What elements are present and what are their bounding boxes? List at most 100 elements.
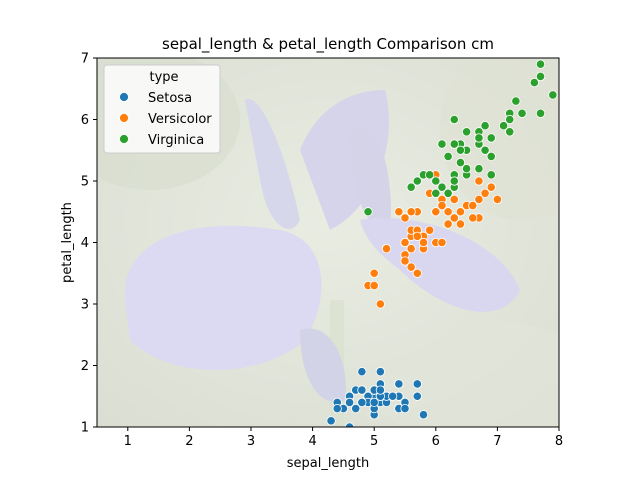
data-point-setosa	[388, 391, 398, 401]
data-point-versicolor	[492, 194, 502, 205]
data-point-virginica	[443, 188, 453, 198]
data-point-versicolor	[394, 207, 404, 217]
data-point-virginica	[535, 71, 546, 82]
data-point-setosa	[357, 385, 367, 395]
data-point-setosa	[375, 367, 385, 377]
data-point-virginica	[461, 164, 472, 174]
data-point-setosa	[412, 379, 422, 389]
data-point-virginica	[486, 170, 496, 180]
data-point-virginica	[431, 176, 441, 186]
x-tick-label: 4	[308, 434, 316, 449]
data-point-versicolor	[400, 256, 410, 266]
data-point-versicolor	[406, 262, 416, 272]
legend-label-virginica: Virginica	[148, 133, 204, 148]
y-tick-label: 4	[81, 236, 89, 251]
data-point-versicolor	[480, 188, 490, 198]
data-point-versicolor	[474, 194, 484, 205]
data-point-setosa	[375, 385, 385, 395]
data-point-virginica	[480, 145, 490, 155]
y-tick-label: 5	[81, 175, 89, 190]
data-point-versicolor	[437, 237, 447, 248]
data-point-virginica	[480, 121, 490, 131]
data-point-setosa	[344, 397, 355, 407]
data-point-setosa	[332, 403, 342, 414]
x-axis-label: sepal_length	[287, 456, 370, 471]
data-point-versicolor	[425, 225, 435, 235]
legend-title: type	[149, 70, 178, 85]
data-point-setosa	[357, 397, 367, 407]
data-point-versicolor	[474, 176, 484, 186]
chart-title: sepal_length & petal_length Comparison c…	[162, 35, 494, 54]
data-point-setosa	[326, 416, 336, 426]
y-tick-label: 1	[81, 421, 89, 436]
data-point-virginica	[455, 145, 466, 155]
data-point-virginica	[505, 127, 515, 137]
data-point-versicolor	[406, 207, 416, 217]
data-point-virginica	[474, 133, 484, 143]
data-point-virginica	[449, 176, 459, 186]
x-tick-label: 3	[247, 434, 255, 449]
y-tick-label: 6	[81, 113, 89, 128]
data-point-virginica	[455, 157, 466, 168]
data-point-virginica	[535, 59, 546, 69]
data-point-versicolor	[369, 280, 379, 291]
data-point-setosa	[357, 367, 367, 377]
legend-label-setosa: Setosa	[148, 91, 192, 106]
data-point-virginica	[511, 96, 521, 106]
data-point-setosa	[351, 403, 361, 414]
data-point-virginica	[431, 188, 441, 198]
data-point-versicolor	[400, 213, 410, 223]
data-point-versicolor	[400, 237, 410, 248]
data-point-versicolor	[443, 219, 453, 229]
data-point-virginica	[461, 127, 472, 137]
data-point-versicolor	[449, 194, 459, 205]
data-point-setosa	[400, 403, 410, 414]
legend-marker-setosa	[119, 92, 129, 102]
data-point-versicolor	[443, 207, 453, 217]
data-point-virginica	[412, 176, 422, 186]
data-point-versicolor	[412, 231, 422, 241]
x-tick-label: 6	[432, 434, 440, 449]
data-point-virginica	[437, 182, 447, 192]
data-point-virginica	[535, 108, 546, 118]
data-point-virginica	[474, 164, 484, 174]
x-tick-label: 2	[185, 434, 193, 449]
data-point-versicolor	[468, 213, 478, 223]
legend-marker-virginica	[119, 134, 129, 144]
data-point-virginica	[486, 133, 496, 143]
data-point-versicolor	[437, 201, 447, 211]
data-point-versicolor	[455, 207, 466, 217]
data-point-virginica	[363, 207, 373, 217]
data-point-versicolor	[418, 237, 429, 248]
data-point-virginica	[486, 151, 496, 161]
legend-marker-versicolor	[119, 113, 129, 123]
data-point-versicolor	[412, 268, 422, 278]
data-point-virginica	[498, 121, 509, 131]
data-point-versicolor	[449, 213, 459, 223]
data-point-virginica	[425, 170, 435, 180]
data-point-virginica	[505, 114, 515, 125]
x-tick-label: 1	[124, 434, 132, 449]
legend: type Setosa Versicolor Virginica	[103, 64, 221, 154]
data-point-versicolor	[381, 244, 392, 254]
data-point-versicolor	[486, 182, 496, 192]
x-tick-label: 8	[555, 434, 563, 449]
data-point-virginica	[548, 90, 558, 100]
data-point-virginica	[449, 139, 459, 149]
data-point-virginica	[437, 139, 447, 149]
data-point-versicolor	[455, 219, 466, 229]
y-tick-label: 7	[81, 52, 89, 67]
data-point-versicolor	[369, 268, 379, 278]
data-point-virginica	[406, 182, 416, 192]
data-point-setosa	[418, 410, 429, 420]
y-tick-label: 3	[81, 298, 89, 313]
data-point-versicolor	[375, 299, 385, 309]
x-tick-label: 5	[370, 434, 378, 449]
data-point-versicolor	[468, 201, 478, 211]
legend-label-versicolor: Versicolor	[148, 112, 212, 127]
y-tick-label: 2	[81, 359, 89, 374]
data-point-setosa	[394, 379, 404, 389]
data-point-virginica	[443, 151, 453, 161]
x-tick-label: 7	[493, 434, 501, 449]
